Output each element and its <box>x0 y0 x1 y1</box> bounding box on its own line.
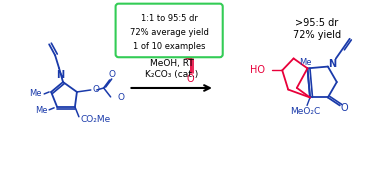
Text: Me: Me <box>35 106 47 115</box>
Text: MeO₂C: MeO₂C <box>290 107 320 116</box>
Text: 72% average yield: 72% average yield <box>130 28 209 37</box>
Text: O: O <box>187 74 194 84</box>
Text: 1 of 10 examples: 1 of 10 examples <box>133 42 205 51</box>
Text: O: O <box>118 93 125 102</box>
Text: CO₂Me: CO₂Me <box>81 115 111 124</box>
Text: O: O <box>341 103 349 113</box>
Text: 1:1 to 95:5 dr: 1:1 to 95:5 dr <box>141 14 198 23</box>
Text: O: O <box>93 85 100 94</box>
Text: N: N <box>328 59 336 69</box>
Text: Me: Me <box>29 89 41 98</box>
Text: >95:5 dr: >95:5 dr <box>295 18 339 28</box>
Text: MeOH, RT: MeOH, RT <box>150 59 194 68</box>
Text: 72% yield: 72% yield <box>293 30 341 40</box>
Text: N: N <box>56 70 64 80</box>
FancyBboxPatch shape <box>116 4 223 57</box>
Text: Me: Me <box>299 58 312 67</box>
Text: HO: HO <box>250 65 265 75</box>
Text: K₂CO₃ (cat.): K₂CO₃ (cat.) <box>145 70 198 79</box>
Text: O: O <box>108 70 115 79</box>
